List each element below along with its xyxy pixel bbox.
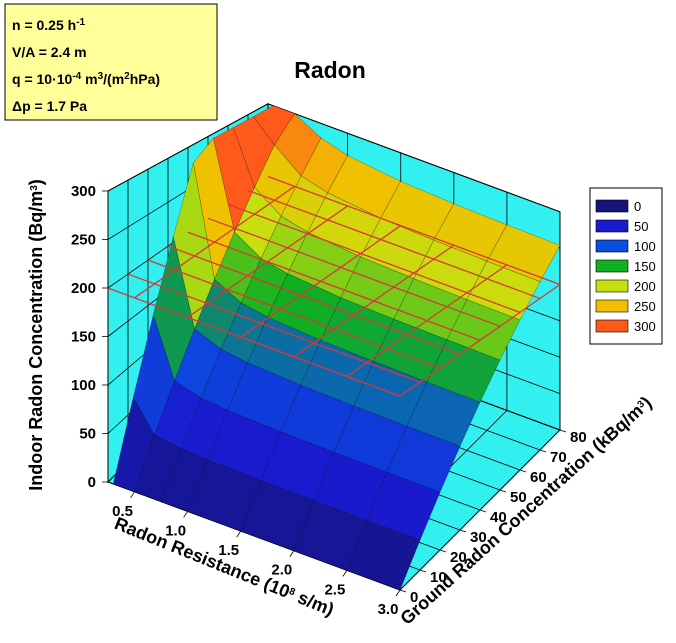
y-tick (479, 509, 487, 513)
x-tick (342, 570, 348, 577)
x-tick-label: 2.5 (324, 581, 345, 598)
legend-swatch (595, 219, 629, 233)
text-part: m (81, 71, 97, 87)
z-tick-label: 300 (71, 183, 96, 200)
legend-label: 250 (634, 299, 656, 314)
z-tick-label: 0 (88, 474, 96, 491)
x-tick (236, 530, 242, 538)
y-tick-label: 40 (490, 509, 507, 526)
annotation-line: V/A = 2.4 m (12, 44, 87, 60)
reference-plane-line (267, 175, 561, 286)
text-part: V/A = 2.4 m (12, 44, 87, 60)
y-tick-label: 0 (410, 589, 418, 606)
annotation-line: q = 10·10-4 m3/(m2hPa) (12, 71, 160, 88)
y-tick (419, 569, 427, 573)
superscript: 8 (288, 586, 298, 598)
legend-label: 100 (634, 239, 656, 254)
annotation-line: n = 0.25 h-1 (12, 17, 86, 34)
annotation-box (4, 3, 218, 121)
grid-line (267, 103, 561, 213)
x-tick (289, 550, 295, 557)
reference-plane-line (147, 259, 441, 369)
y-tick (519, 469, 527, 473)
y-tick (439, 549, 447, 553)
legend-label: 150 (634, 259, 656, 274)
x-tick-label: 1.0 (165, 522, 186, 539)
text-part: hPa) (130, 71, 160, 87)
z-tick-label: 100 (71, 377, 96, 394)
chart-title: Radon (294, 57, 366, 83)
x-tick-label: 3.0 (378, 601, 399, 618)
y-tick (539, 449, 547, 453)
text-part: q = 10·10 (12, 71, 73, 87)
y-tick-label: 20 (450, 549, 467, 566)
legend-label: 0 (634, 199, 641, 214)
superscript: 2 (124, 71, 130, 82)
surface-patch (426, 339, 501, 403)
y-tick-label: 60 (530, 469, 547, 486)
z-tick-label: 150 (71, 329, 96, 346)
z-axis-label: Indoor Radon Concentration (Bq/m3) (26, 179, 46, 491)
x-tick (130, 491, 135, 499)
legend-swatch (595, 259, 629, 273)
reference-plane-line (227, 203, 521, 313)
text-part: n = 0.25 h (12, 17, 76, 33)
y-tick (559, 429, 567, 433)
reference-plane-line (167, 245, 461, 355)
superscript: -4 (72, 71, 81, 82)
y-tick (499, 489, 507, 493)
surface-patch (346, 520, 421, 591)
legend-label: 200 (634, 279, 656, 294)
x-tick-label: 0.5 (112, 503, 133, 520)
y-tick (399, 589, 407, 593)
x-tick (183, 511, 188, 518)
z-tick-label: 50 (79, 426, 96, 443)
annotation-line: Δp = 1.7 Pa (12, 98, 87, 114)
legend-label: 50 (634, 219, 648, 234)
reference-plane-line (107, 287, 401, 397)
reference-plane-line (207, 217, 501, 327)
legend-swatch (595, 239, 629, 253)
z-tick-label: 250 (71, 232, 96, 249)
reference-plane-line (187, 231, 481, 341)
text-part: ) (26, 179, 46, 185)
y-tick-label: 30 (470, 529, 487, 546)
x-tick-label: 2.0 (271, 562, 292, 579)
y-tick (459, 529, 467, 533)
x-tick (395, 589, 401, 597)
y-tick-label: 50 (510, 489, 527, 506)
text-part: /(m (103, 71, 124, 87)
superscript: 3 (29, 185, 40, 191)
legend-swatch (595, 319, 629, 333)
legend-label: 300 (634, 319, 656, 334)
y-tick-label: 70 (550, 449, 567, 466)
z-tick-label: 200 (71, 280, 96, 297)
superscript: 3 (98, 71, 104, 82)
legend-swatch (595, 199, 629, 213)
legend-swatch (595, 299, 629, 313)
superscript: -1 (76, 17, 85, 28)
y-tick-label: 80 (570, 429, 587, 446)
text-part: Δp = 1.7 Pa (12, 98, 87, 114)
legend-swatch (595, 279, 629, 293)
superscript: 3 (635, 398, 647, 410)
reference-plane-line (247, 189, 541, 300)
x-tick-label: 1.5 (218, 542, 239, 559)
reference-plane-line (127, 273, 421, 383)
surface-patch (486, 224, 561, 283)
text-part: Indoor Radon Concentration (Bq/m (26, 191, 46, 491)
y-tick-label: 10 (430, 569, 447, 586)
